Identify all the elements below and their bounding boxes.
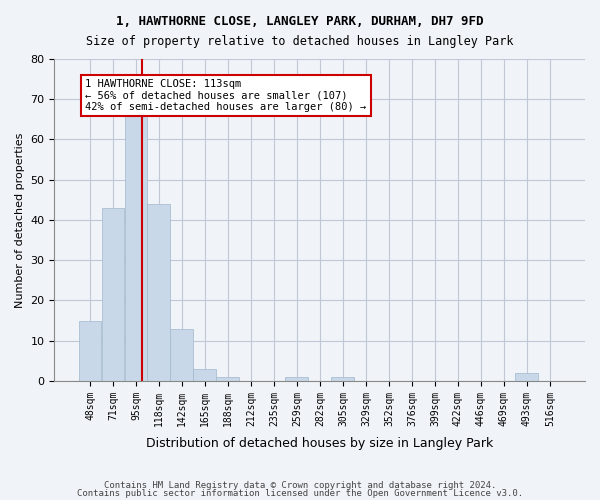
Y-axis label: Number of detached properties: Number of detached properties — [15, 132, 25, 308]
Text: Contains HM Land Registry data © Crown copyright and database right 2024.: Contains HM Land Registry data © Crown c… — [104, 481, 496, 490]
Bar — [515, 373, 538, 381]
Bar — [193, 369, 216, 381]
Text: 1, HAWTHORNE CLOSE, LANGLEY PARK, DURHAM, DH7 9FD: 1, HAWTHORNE CLOSE, LANGLEY PARK, DURHAM… — [116, 15, 484, 28]
Text: Size of property relative to detached houses in Langley Park: Size of property relative to detached ho… — [86, 35, 514, 48]
Bar — [331, 377, 354, 381]
Bar — [125, 112, 147, 381]
X-axis label: Distribution of detached houses by size in Langley Park: Distribution of detached houses by size … — [146, 437, 493, 450]
Bar — [217, 377, 239, 381]
Text: Contains public sector information licensed under the Open Government Licence v3: Contains public sector information licen… — [77, 488, 523, 498]
Bar — [79, 320, 101, 381]
Bar — [286, 377, 308, 381]
Bar — [148, 204, 170, 381]
Text: 1 HAWTHORNE CLOSE: 113sqm
← 56% of detached houses are smaller (107)
42% of semi: 1 HAWTHORNE CLOSE: 113sqm ← 56% of detac… — [85, 79, 367, 112]
Bar — [170, 328, 193, 381]
Bar — [101, 208, 124, 381]
